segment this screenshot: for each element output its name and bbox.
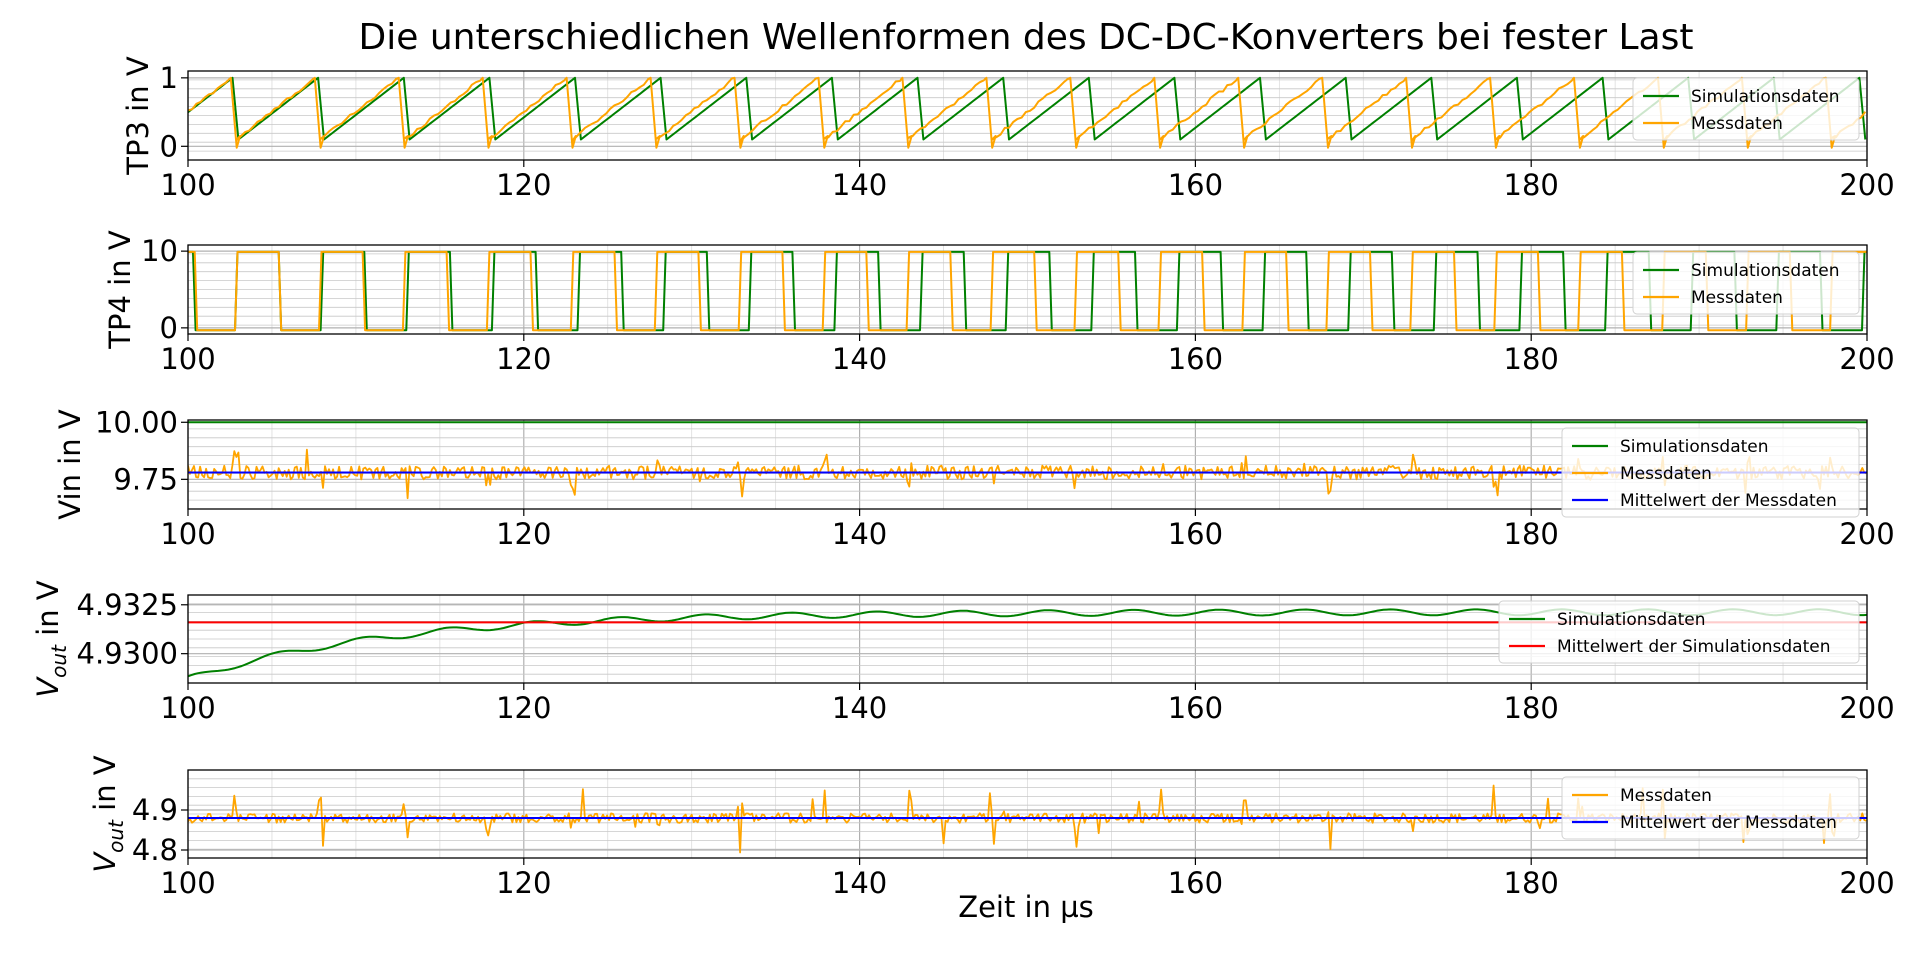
legend-box: [1561, 427, 1860, 518]
x-tick-label: 180: [1504, 691, 1559, 725]
x-tick-label: 120: [496, 342, 551, 376]
x-tick-label: 180: [1504, 517, 1559, 551]
x-tick-label: 120: [496, 517, 551, 551]
chart-title: Die unterschiedlichen Wellenformen des D…: [359, 17, 1694, 58]
x-tick-label: 100: [160, 168, 215, 202]
x-tick-label: 140: [832, 168, 887, 202]
legend-label: Messdaten: [1691, 114, 1783, 134]
x-tick-label: 140: [832, 517, 887, 551]
legend-label: Simulationsdaten: [1691, 261, 1840, 281]
x-tick-label: 120: [496, 168, 551, 202]
y-axis-label: Vout in V: [88, 755, 128, 872]
y-axis-label: TP4 in V: [103, 230, 137, 350]
axes-frame: [187, 594, 1868, 684]
legend-label: Mittelwert der Simulationsdaten: [1557, 637, 1831, 657]
axes-frame: [187, 419, 1868, 510]
legend: Simulationsdaten Messdaten: [1632, 251, 1860, 315]
x-tick-label: 160: [1168, 866, 1223, 900]
legend-label: Mittelwert der Messdaten: [1620, 491, 1837, 511]
y-tick-label: 0: [160, 129, 178, 163]
series-line-simulationsdaten: [188, 76, 1867, 141]
legend-label: Simulationsdaten: [1620, 437, 1769, 457]
legend-label: Messdaten: [1691, 288, 1783, 308]
axes-frame: [187, 769, 1868, 859]
x-tick-label: 160: [1168, 342, 1223, 376]
axes-frame: [187, 70, 1868, 161]
x-tick-label: 200: [1839, 866, 1894, 900]
legend-box: [1561, 776, 1860, 840]
series-line-messdaten: [188, 76, 1867, 149]
y-axis-label: TP3 in V: [121, 56, 155, 176]
x-tick-label: 100: [160, 342, 215, 376]
y-tick-label: 0: [160, 311, 178, 345]
y-tick-label: 10.00: [95, 405, 178, 439]
y-axis-label: Vout in V: [31, 580, 71, 697]
x-tick-label: 140: [832, 691, 887, 725]
x-tick-label: 100: [160, 866, 215, 900]
x-tick-label: 160: [1168, 168, 1223, 202]
legend-label: Simulationsdaten: [1557, 610, 1706, 630]
x-tick-label: 100: [160, 691, 215, 725]
x-tick-label: 200: [1839, 168, 1894, 202]
x-tick-label: 160: [1168, 517, 1223, 551]
legend: Simulationsdaten Messdaten Mittelwert der …: [1561, 427, 1860, 518]
legend: Messdaten Mittelwert der Messdaten: [1561, 776, 1860, 840]
x-tick-label: 120: [496, 691, 551, 725]
series-group: [188, 250, 1867, 332]
y-tick-label: 4.9300: [77, 637, 178, 671]
legend: Simulationsdaten Mittelwert der Simulatio…: [1498, 600, 1860, 664]
x-tick-label: 180: [1504, 866, 1559, 900]
x-tick-label: 200: [1839, 342, 1894, 376]
y-tick-label: 4.9325: [77, 588, 178, 622]
x-tick-label: 180: [1504, 168, 1559, 202]
legend-label: Messdaten: [1620, 786, 1712, 806]
x-axis-label: Zeit in µs: [958, 890, 1094, 924]
x-tick-label: 180: [1504, 342, 1559, 376]
y-tick-label: 1: [160, 61, 178, 95]
series-line-messdaten: [188, 250, 1867, 332]
x-tick-label: 140: [832, 866, 887, 900]
y-tick-label: 9.75: [113, 462, 178, 496]
y-tick-label: 4.9: [132, 793, 178, 827]
x-tick-label: 120: [496, 866, 551, 900]
grid: [187, 245, 1868, 334]
legend-box: [1632, 251, 1860, 315]
x-tick-label: 160: [1168, 691, 1223, 725]
y-axis-label: Vin in V: [53, 409, 87, 520]
x-tick-label: 100: [160, 517, 215, 551]
legend-box: [1632, 77, 1860, 141]
legend-label: Mittelwert der Messdaten: [1620, 813, 1837, 833]
x-tick-label: 200: [1839, 517, 1894, 551]
x-tick-label: 140: [832, 342, 887, 376]
legend: Simulationsdaten Messdaten: [1632, 77, 1860, 141]
legend-box: [1498, 600, 1860, 664]
legend-label: Messdaten: [1620, 464, 1712, 484]
legend-label: Simulationsdaten: [1691, 87, 1840, 107]
y-tick-label: 4.8: [132, 833, 178, 867]
x-tick-label: 200: [1839, 691, 1894, 725]
series-group: [188, 76, 1867, 149]
axes-frame: [187, 244, 1868, 335]
y-tick-label: 10: [141, 234, 178, 268]
